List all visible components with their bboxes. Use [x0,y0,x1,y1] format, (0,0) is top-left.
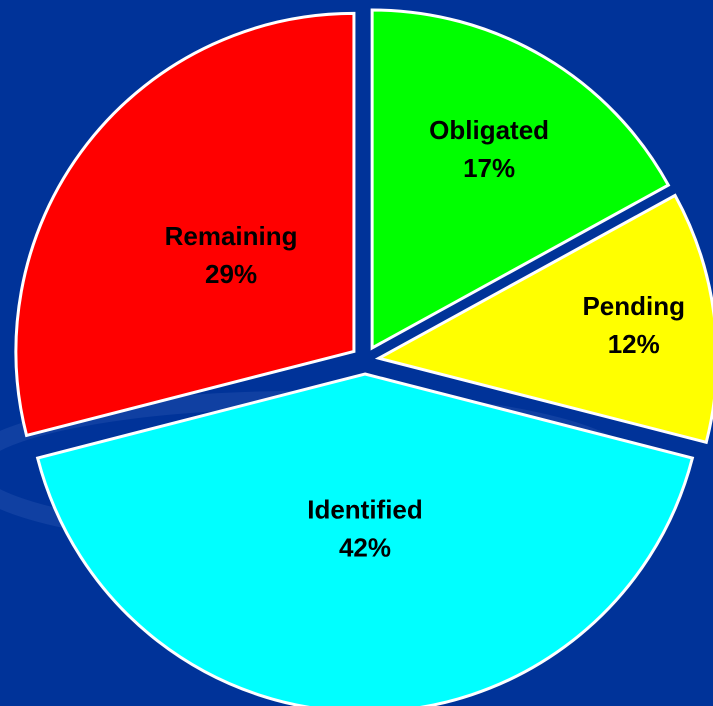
slice-value-label: 29% [205,259,257,289]
slice-value-label: 42% [339,532,391,562]
pie-slice [35,372,695,706]
pie-slice [370,8,671,351]
pie-slice [14,11,356,438]
slice-value-label: 17% [463,153,515,183]
slice-value-label: 12% [608,329,660,359]
slice-label: Obligated [429,115,549,145]
pie-slice [374,193,713,445]
slice-label: Pending [582,291,685,321]
slice-label: Remaining [165,221,298,251]
slice-label: Identified [307,494,423,524]
